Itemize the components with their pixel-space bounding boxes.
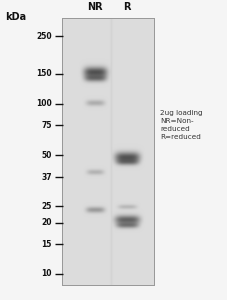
Text: 10: 10 — [42, 269, 52, 278]
Text: 250: 250 — [36, 32, 52, 41]
Text: R: R — [123, 2, 131, 12]
Text: 50: 50 — [42, 151, 52, 160]
Text: 100: 100 — [36, 99, 52, 108]
Text: 20: 20 — [42, 218, 52, 227]
Text: kDa: kDa — [5, 12, 26, 22]
Text: 2ug loading
NR=Non-
reduced
R=reduced: 2ug loading NR=Non- reduced R=reduced — [160, 110, 203, 140]
Text: NR: NR — [87, 2, 103, 12]
Text: 25: 25 — [42, 202, 52, 211]
Text: 150: 150 — [36, 70, 52, 79]
Text: 15: 15 — [42, 239, 52, 248]
Text: 37: 37 — [41, 173, 52, 182]
Text: 75: 75 — [42, 121, 52, 130]
